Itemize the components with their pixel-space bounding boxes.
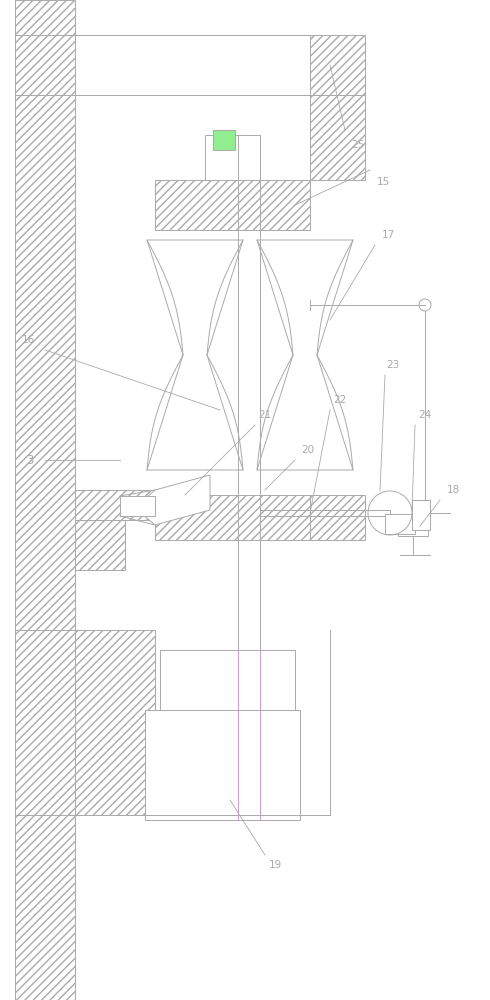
Bar — [120, 496, 155, 516]
Text: 3: 3 — [26, 454, 34, 466]
Bar — [75, 630, 155, 815]
Bar — [160, 650, 295, 720]
Bar — [15, 0, 75, 1000]
Text: 18: 18 — [446, 485, 460, 495]
Text: 17: 17 — [381, 230, 394, 240]
Bar — [398, 518, 428, 536]
Text: 19: 19 — [269, 860, 282, 870]
Bar — [155, 180, 310, 230]
Bar — [145, 710, 300, 820]
Bar — [75, 490, 155, 520]
Text: 21: 21 — [258, 410, 271, 420]
Polygon shape — [135, 475, 210, 525]
Bar — [75, 520, 125, 570]
Bar — [155, 495, 310, 540]
Bar — [75, 35, 310, 95]
Polygon shape — [147, 240, 243, 470]
Bar — [205, 135, 260, 180]
Polygon shape — [257, 240, 353, 470]
Text: 25: 25 — [351, 140, 365, 150]
Text: 22: 22 — [333, 395, 346, 405]
Bar — [213, 130, 235, 150]
Bar — [310, 495, 365, 540]
Text: 16: 16 — [22, 335, 35, 345]
Text: 23: 23 — [387, 360, 400, 370]
Bar — [412, 500, 430, 530]
Bar — [310, 35, 365, 95]
Bar — [385, 514, 415, 534]
Bar — [310, 95, 365, 180]
Bar — [305, 300, 325, 308]
Bar — [15, 35, 335, 95]
Text: 15: 15 — [376, 177, 390, 187]
Text: 20: 20 — [301, 445, 315, 455]
Text: 24: 24 — [418, 410, 432, 420]
